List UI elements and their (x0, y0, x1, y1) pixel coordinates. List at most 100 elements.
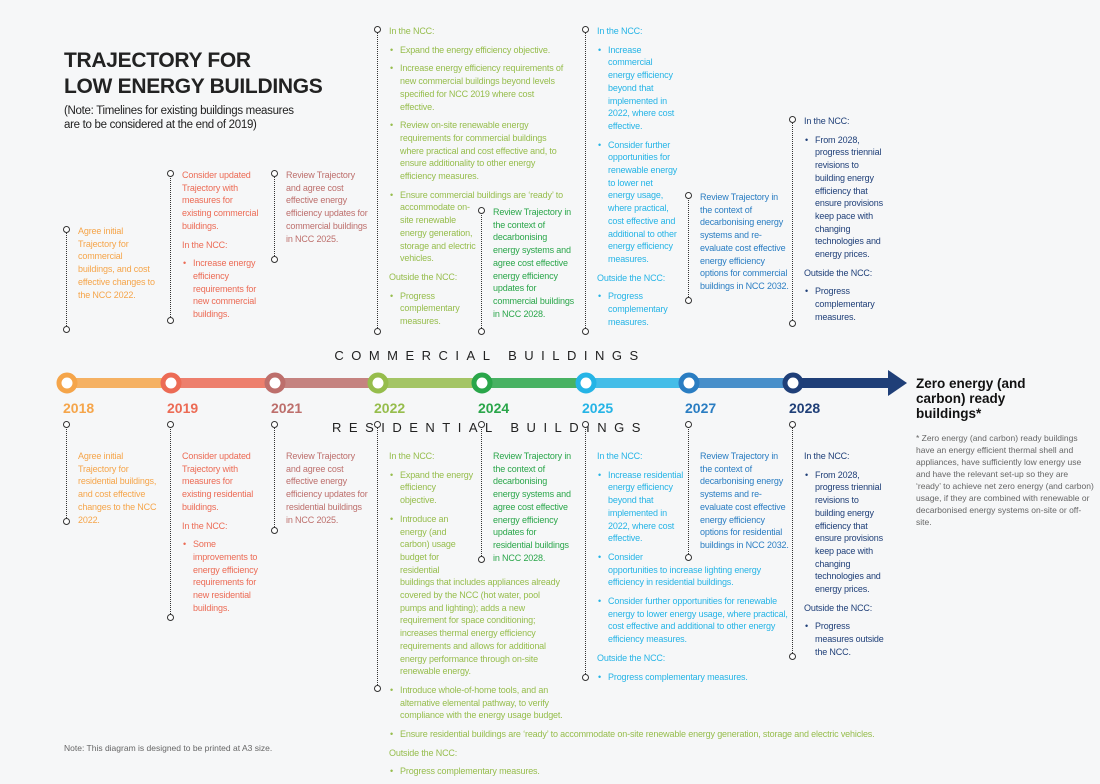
print-note: Note: This diagram is designed to be pri… (64, 743, 273, 753)
section-label: COMMERCIAL BUILDINGS (334, 348, 646, 363)
paragraph: In the NCC: (389, 26, 435, 36)
paragraph: Outside the NCC: (597, 652, 666, 663)
title: TRAJECTORY FOR LOW ENERGY BUILDINGS (64, 48, 323, 100)
bullet-item: Progress complementary measures. (597, 671, 792, 684)
connector-end (582, 26, 589, 33)
residential-entry: In the NCC: Increase residential energy e… (597, 450, 792, 689)
bullet-item: Increase residential energy efficiency b… (597, 469, 792, 545)
year-label: 2022 (374, 400, 406, 416)
connector-end (478, 328, 485, 335)
connector-end (374, 421, 381, 428)
bullet-item: Increase energy efficiency requirements … (182, 257, 264, 321)
paragraph: In the NCC: (389, 451, 435, 461)
year-label: 2027 (685, 400, 717, 416)
connector-end (478, 556, 485, 563)
connector-end (582, 421, 589, 428)
bullet-item: Some improvements to energy efficiency r… (182, 538, 264, 614)
paragraph: In the NCC: (804, 116, 850, 126)
year-label: 2019 (167, 400, 199, 416)
commercial-entry: Review Trajectory and agree cost effecti… (286, 169, 368, 251)
connector-end (478, 421, 485, 428)
bullet-item: Consider further opportunities for renew… (597, 139, 679, 266)
connector (377, 30, 378, 332)
connector-end (789, 421, 796, 428)
connector-end (167, 421, 174, 428)
commercial-entry: In the NCC: From 2028, progress triennial… (804, 115, 888, 330)
bullet-item: Introduce an energy (and carbon) usage b… (389, 513, 889, 678)
year-marker (575, 372, 597, 394)
connector-end (789, 320, 796, 327)
commercial-entry: Consider updated Trajectory with measure… (182, 169, 264, 327)
title-line: LOW ENERGY BUILDINGS (64, 75, 323, 98)
residential-entry: Agree initial Trajectory for residential… (78, 450, 160, 532)
bullet-item: From 2028, progress triennial revisions … (804, 134, 888, 261)
connector-end (374, 685, 381, 692)
year-marker (782, 372, 804, 394)
connector (792, 425, 793, 657)
paragraph: Agree initial Trajectory for residential… (78, 451, 157, 525)
paragraph: In the NCC: (597, 451, 643, 461)
residential-entry: In the NCC: From 2028, progress triennial… (804, 450, 888, 665)
paragraph: Outside the NCC: (804, 602, 873, 613)
year-label: 2024 (478, 400, 510, 416)
bullet-item: Expand the energy efficiency objective. (389, 469, 889, 507)
bullet-item: Ensure commercial buildings are ‘ready’ … (389, 189, 569, 265)
connector-end (63, 421, 70, 428)
connector-end (63, 326, 70, 333)
paragraph: In the NCC: (182, 520, 228, 531)
year-marker (264, 372, 286, 394)
connector (66, 230, 67, 330)
connector (274, 174, 275, 260)
bullet-item: Consider opportunities to increase light… (597, 551, 792, 589)
connector (688, 425, 689, 558)
residential-entry: In the NCC: Expand the energy efficiency … (389, 450, 889, 784)
subtitle-note: (Note: Timelines for existing buildings … (64, 105, 294, 131)
connector-end (271, 527, 278, 534)
bullet-item: Increase energy efficiency requirements … (389, 62, 569, 113)
commercial-entry: Review Trajectory in the context of deca… (493, 206, 575, 326)
paragraph: Consider updated Trajectory with measure… (182, 451, 254, 512)
paragraph: Outside the NCC: (389, 271, 458, 282)
year-label: 2021 (271, 400, 303, 416)
bullet-item: Expand the energy efficiency objective. (389, 44, 569, 57)
connector-end (167, 614, 174, 621)
connector-end (685, 421, 692, 428)
paragraph: Outside the NCC: (389, 747, 458, 758)
connector (481, 425, 482, 560)
connector-end (789, 116, 796, 123)
paragraph: Review Trajectory and agree cost effecti… (286, 451, 368, 525)
connector (481, 211, 482, 332)
paragraph: Agree initial Trajectory for commercial … (78, 226, 155, 300)
paragraph: In the NCC: (182, 239, 228, 250)
year-marker (56, 372, 78, 394)
residential-entry: Review Trajectory and agree cost effecti… (286, 450, 368, 532)
connector (792, 120, 793, 324)
timeline-arrow (888, 370, 907, 396)
connector-end (374, 328, 381, 335)
connector-end (63, 226, 70, 233)
connector (377, 425, 378, 689)
connector-end (167, 317, 174, 324)
connector (66, 425, 67, 522)
commercial-entry: Review Trajectory in the context of deca… (700, 191, 792, 299)
paragraph: Outside the NCC: (804, 267, 873, 278)
year-label: 2028 (789, 400, 821, 416)
bullet-item: Progress complementary measures. (804, 285, 888, 323)
connector-end (271, 170, 278, 177)
connector (585, 425, 586, 678)
paragraph: Review Trajectory in the context of deca… (493, 207, 575, 319)
connector (274, 425, 275, 531)
paragraph: Review Trajectory in the context of deca… (493, 451, 572, 563)
year-marker (160, 372, 182, 394)
commercial-entry: In the NCC: Increase commercial energy ef… (597, 25, 679, 334)
year-marker (367, 372, 389, 394)
connector (170, 425, 171, 618)
connector (688, 196, 689, 301)
section-label: RESIDENTIAL BUILDINGS (332, 420, 648, 435)
connector (170, 174, 171, 321)
year-marker (678, 372, 700, 394)
connector-end (167, 170, 174, 177)
paragraph: In the NCC: (804, 451, 850, 461)
